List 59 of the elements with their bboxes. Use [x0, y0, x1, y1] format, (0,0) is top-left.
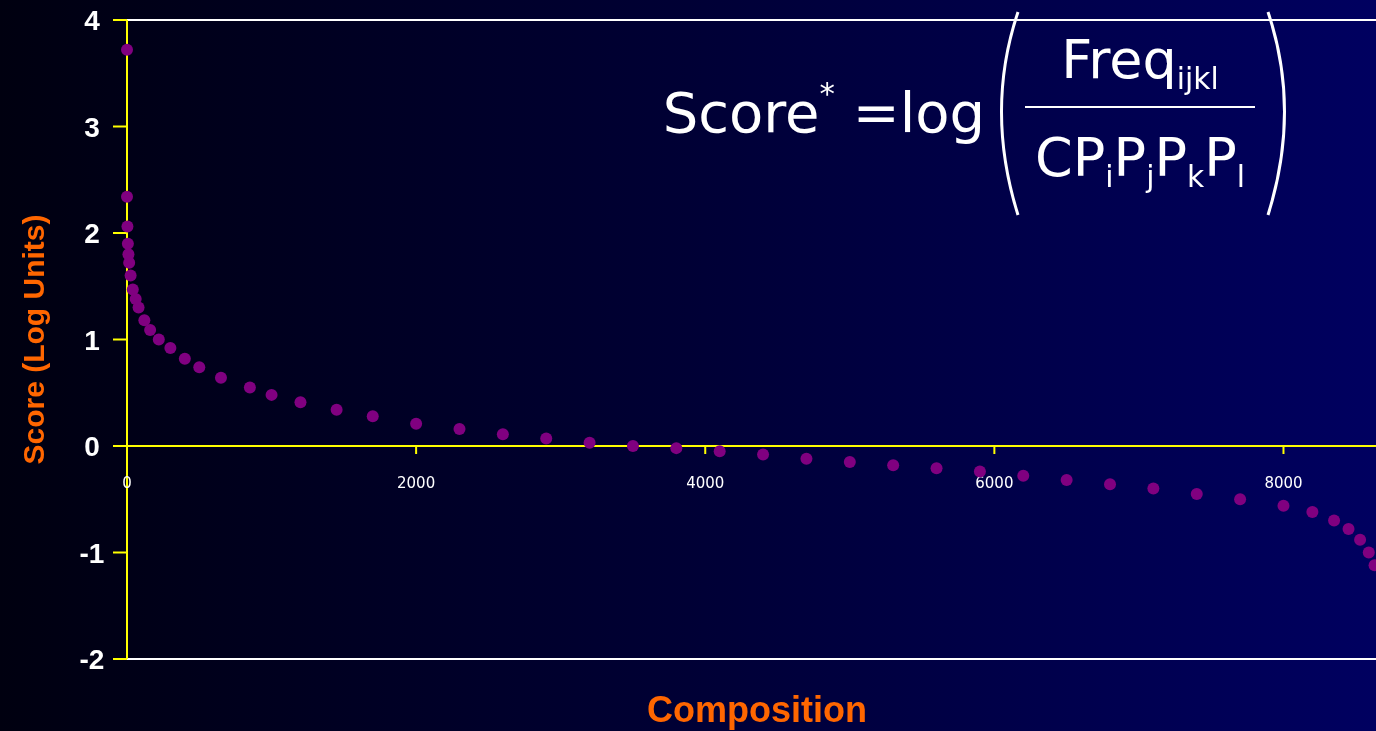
point [265, 388, 278, 401]
x-tick-label: 6000 [975, 474, 1014, 492]
point [294, 396, 307, 409]
point [1342, 523, 1355, 536]
point [121, 190, 133, 203]
point [887, 459, 900, 472]
point [1328, 514, 1341, 527]
annotation: CP$_{i}$P$_{j}$P$_{k}$P$_{l}$ [1035, 126, 1245, 194]
point [366, 410, 379, 423]
point [800, 452, 813, 465]
point [1306, 506, 1319, 519]
point [713, 445, 726, 458]
point [121, 220, 134, 233]
x-axis-title: Composition [647, 689, 867, 730]
y-tick-label: 1 [84, 324, 100, 356]
point [1277, 499, 1290, 512]
point [1190, 487, 1203, 500]
point [757, 448, 770, 461]
point [1362, 546, 1375, 559]
point [496, 428, 509, 441]
point [843, 455, 856, 468]
point [1234, 493, 1247, 506]
point [626, 440, 639, 452]
point [583, 436, 596, 449]
point [453, 422, 466, 435]
y-axis-title: Score (Log Units) [17, 214, 50, 465]
y-tick-label: 3 [84, 111, 100, 143]
point [930, 462, 943, 475]
y-tick-label: -1 [79, 537, 105, 569]
point [138, 314, 151, 327]
point [121, 237, 134, 250]
x-tick-label: 4000 [686, 474, 725, 492]
point [1147, 482, 1160, 495]
annotation: Freq$_{ijkl}$ [1061, 28, 1219, 96]
y-tick-label: 0 [84, 431, 100, 462]
point [164, 342, 177, 355]
point [178, 352, 191, 365]
point [132, 301, 145, 314]
point [410, 417, 423, 430]
y-tick-label: -2 [79, 644, 105, 675]
point [540, 432, 553, 445]
point [1354, 533, 1367, 546]
point [193, 361, 206, 374]
x-tick-label: 2000 [397, 474, 436, 492]
point [670, 442, 683, 455]
annotation: Score$^{*}$ =log [662, 75, 985, 145]
point [214, 371, 227, 384]
point [121, 43, 133, 56]
point [1017, 469, 1030, 482]
point [1060, 474, 1073, 487]
y-tick-label: 4 [84, 5, 101, 36]
y-tick-label: 2 [84, 218, 100, 249]
point [1104, 478, 1117, 491]
point [330, 403, 343, 416]
point [144, 323, 157, 336]
point [124, 269, 137, 282]
point [243, 381, 256, 394]
x-tick-label: 8000 [1264, 474, 1303, 492]
point [152, 333, 165, 346]
